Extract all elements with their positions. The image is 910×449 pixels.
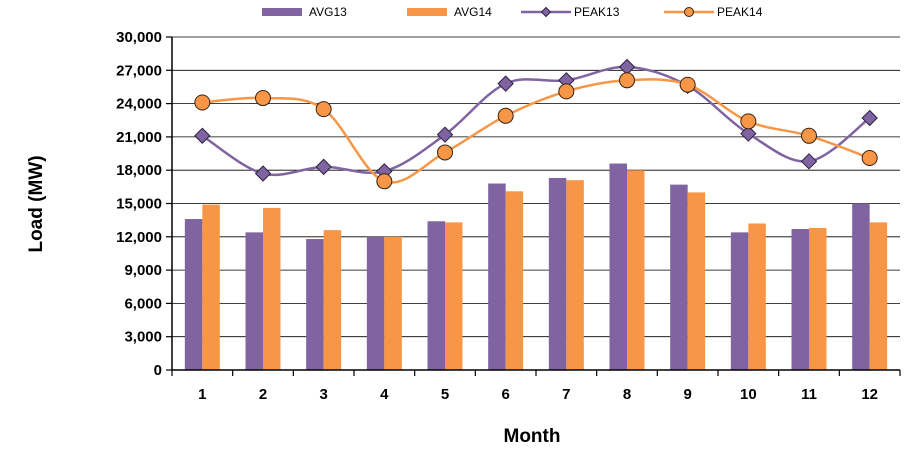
- bar-avg14-3: [323, 230, 342, 370]
- y-tick-label: 0: [154, 362, 162, 379]
- marker-peak13-11: [800, 153, 818, 170]
- legend-label: PEAK14: [717, 5, 763, 19]
- bar-avg13-6: [488, 183, 506, 370]
- legend-marker: [540, 6, 552, 18]
- series-markers: [194, 58, 878, 190]
- y-axis-title: Load (MW): [26, 155, 47, 252]
- marker-peak13-12: [861, 109, 878, 127]
- bar-avg13-5: [427, 221, 445, 370]
- legend-swatch: [262, 8, 302, 16]
- marker-peak14-4: [376, 173, 393, 190]
- marker-peak14-3: [315, 101, 332, 118]
- bar-avg13-1: [184, 219, 203, 370]
- marker-peak14-5: [437, 144, 453, 161]
- y-tick-label: 21,000: [116, 129, 162, 146]
- x-tick-label: 8: [623, 386, 631, 403]
- legend-label: PEAK13: [574, 5, 620, 19]
- marker-peak14-8: [619, 72, 635, 89]
- marker-peak13-6: [497, 75, 514, 92]
- y-tick-label: 9,000: [124, 262, 162, 279]
- marker-peak13-5: [436, 126, 454, 143]
- line-peak14: [202, 78, 871, 184]
- axes: [166, 36, 901, 376]
- bar-avg13-11: [791, 229, 809, 370]
- bar-avg13-2: [245, 232, 263, 370]
- line-peak13: [201, 65, 871, 177]
- x-tick-label: 9: [683, 386, 691, 403]
- bar-avg14-8: [627, 170, 645, 370]
- bar-avg14-4: [384, 236, 402, 370]
- x-tick-label: 2: [259, 386, 267, 403]
- legend: AVG13 AVG14 PEAK13 PEAK14: [262, 5, 763, 19]
- bar-avg13-12: [852, 203, 870, 370]
- x-tick-label: 6: [501, 386, 509, 403]
- bar-avg13-7: [548, 177, 567, 370]
- bar-avg13-10: [730, 232, 749, 370]
- marker-peak14-2: [255, 90, 271, 107]
- legend-item-avg14: AVG14: [407, 5, 492, 19]
- series-lines: [201, 65, 871, 184]
- bar-avg13-4: [366, 236, 385, 370]
- y-tick-labels: 0 3,000 6,000 9,000 12,000 15,000 18,000 21,000…: [116, 29, 162, 379]
- y-tick-label: 27,000: [116, 62, 162, 79]
- marker-peak14-10: [740, 113, 757, 130]
- bar-avg14-7: [566, 180, 584, 370]
- x-tick-label: 5: [441, 386, 449, 403]
- x-tick-label: 11: [801, 386, 817, 403]
- legend-swatch: [407, 8, 447, 16]
- bar-avg14-10: [748, 223, 766, 370]
- y-tick-label: 3,000: [124, 329, 162, 346]
- bar-avg14-6: [505, 191, 524, 370]
- marker-peak13-1: [194, 127, 211, 144]
- x-tick-label: 10: [740, 386, 757, 403]
- legend-label: AVG13: [309, 5, 347, 19]
- legend-label: AVG14: [454, 5, 492, 19]
- bar-avg14-1: [202, 204, 220, 370]
- marker-peak13-2: [254, 165, 272, 182]
- x-tick-label: 1: [198, 386, 206, 403]
- bar-avg14-11: [809, 227, 827, 370]
- y-tick-label: 18,000: [116, 162, 162, 179]
- x-tick-label: 3: [319, 386, 327, 403]
- legend-item-peak13: PEAK13: [521, 5, 620, 19]
- y-tick-label: 15,000: [116, 196, 162, 213]
- y-tick-label: 30,000: [116, 29, 162, 46]
- x-tick-label: 4: [380, 386, 389, 403]
- bars: [184, 163, 888, 370]
- y-tick-label: 24,000: [116, 96, 162, 113]
- x-tick-label: 7: [562, 386, 570, 403]
- legend-item-peak14: PEAK14: [664, 5, 763, 19]
- x-axis-title: Month: [504, 426, 561, 447]
- bar-avg14-2: [263, 207, 281, 370]
- marker-peak14-6: [497, 107, 514, 124]
- bar-avg14-9: [687, 192, 706, 370]
- marker-peak13-8: [618, 58, 636, 76]
- legend-marker: [684, 7, 694, 17]
- bar-avg13-8: [609, 163, 627, 370]
- marker-peak14-9: [679, 76, 696, 93]
- x-tick-labels: 1 2 3 4 5 6 7 8 9 10 11 12: [198, 386, 878, 403]
- marker-peak13-10: [740, 125, 757, 142]
- x-tick-label: 12: [861, 386, 878, 403]
- bar-avg13-9: [670, 184, 688, 370]
- bar-avg13-3: [306, 239, 324, 370]
- bar-avg14-12: [869, 222, 888, 370]
- marker-peak14-7: [558, 83, 575, 100]
- bar-avg14-5: [445, 222, 463, 370]
- y-tick-label: 12,000: [116, 229, 162, 246]
- y-tick-label: 6,000: [124, 295, 162, 312]
- marker-peak14-1: [194, 94, 211, 111]
- legend-item-avg13: AVG13: [262, 5, 347, 19]
- marker-peak14-12: [861, 149, 878, 166]
- marker-peak13-3: [315, 158, 332, 176]
- gridlines: [172, 36, 900, 338]
- marker-peak14-11: [801, 127, 817, 144]
